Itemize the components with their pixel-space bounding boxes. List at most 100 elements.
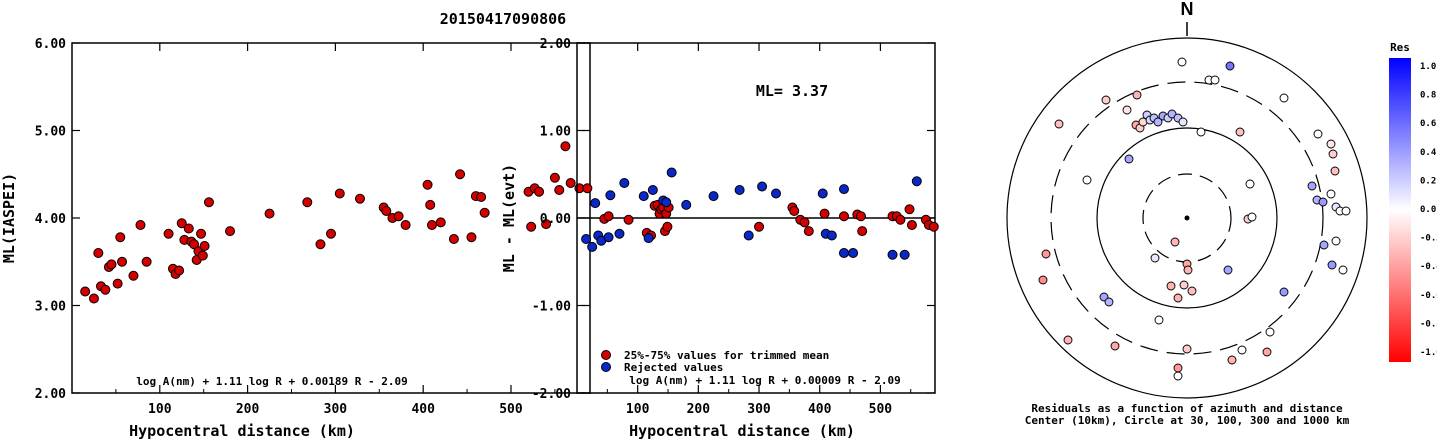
polar-point [1235,127,1245,137]
data-point [400,220,411,230]
x-tick-label: 100 [626,402,650,417]
x-tick-label: 100 [148,402,172,417]
polar-point [1054,119,1064,129]
polar-point [1330,166,1340,176]
data-point [93,248,104,258]
polar-caption-2: Center (10km), Circle at 30, 100, 300 an… [1025,414,1350,427]
data-point [590,198,601,209]
data-point [315,239,326,250]
data-point [799,217,810,228]
polar-point [1183,265,1193,275]
panel-polar: N Residuals as a function of azimuth and… [1006,0,1368,427]
x-tick-label: 300 [324,402,348,417]
colorbar-tick-label: 0.0 [1420,205,1436,215]
polar-point [1307,181,1317,191]
polar-point [1122,105,1132,115]
data-point [448,234,459,244]
polar-point [1177,57,1187,67]
data-point [582,183,593,194]
polar-point [1327,260,1337,270]
y-axis-label-left: ML(IASPEI) [0,173,18,263]
data-point [803,226,814,237]
ring-1000km [1006,37,1368,399]
data-point [326,228,336,239]
data-point [619,178,630,188]
polar-point [1227,355,1237,365]
polar-point [1179,280,1189,290]
legend-label-trimmed: 25%-75% values for trimmed mean [624,349,829,362]
data-point [565,178,576,188]
data-point [455,169,466,180]
data-point [681,199,692,210]
data-point [302,197,313,208]
data-point [174,265,185,276]
data-point [128,270,139,281]
polar-point [1318,197,1328,207]
y-tick-label: 2.00 [35,387,66,402]
polar-point [1173,363,1183,373]
colorbar-gradient [1389,58,1411,362]
data-point [743,230,754,241]
data-point [476,192,487,202]
panel-ml-residual: 100 200 300 400 500 -2.00 -1.00 0.00 1.00 2.00 Hy… [500,37,939,440]
data-point [623,214,634,225]
polar-point [1223,265,1233,275]
polar-point [1170,237,1180,247]
colorbar: Res 1.0 0.8 0.6 0.4 0.2 0.0 -0.2 -0.4 -0.6 -0.8 -1… [1389,41,1437,362]
data-point [479,207,490,218]
data-point [734,185,745,195]
data-point [826,230,837,241]
polar-point [1328,149,1338,159]
formula-middle: log A(nm) + 1.11 log R + 0.00009 R - 2.0… [629,374,901,387]
data-point [757,181,768,192]
polar-point [1331,236,1341,246]
polar-point [1187,286,1197,296]
polar-points [1038,57,1351,381]
polar-point [1210,75,1220,85]
data-point [203,197,214,208]
data-point [647,185,658,195]
data-point [393,211,404,222]
polar-point [1101,95,1111,105]
x-tick-label: 200 [236,402,260,417]
data-points-middle [581,167,939,260]
axis-ticks-left: 100 200 300 400 500 2.00 3.00 4.00 5.00 6.00 [35,37,590,417]
colorbar-tick-label: 0.2 [1420,176,1436,186]
data-points-left [80,141,593,304]
data-point [581,234,592,244]
data-point [141,256,152,267]
y-axis-label-middle: ML - ML(evt) [500,164,518,272]
x-tick-label: 400 [808,402,832,417]
colorbar-tick-label: -0.4 [1420,262,1437,272]
data-point [426,220,437,230]
polar-point [1279,93,1289,103]
polar-point [1166,281,1176,291]
polar-point [1262,347,1272,357]
data-point [928,221,939,232]
polar-point [1319,240,1329,250]
data-point [381,206,392,216]
y-tick-label: 2.00 [540,37,571,52]
data-point [855,211,866,222]
colorbar-tick-label: 1.0 [1420,62,1436,72]
polar-point [1341,206,1351,216]
data-point [425,199,436,210]
data-point [189,239,200,250]
y-tick-label: -1.00 [532,300,571,315]
x-tick-label: 400 [411,402,435,417]
polar-point [1279,287,1289,297]
polar-point [1110,341,1120,351]
ring-300km [1050,81,1324,355]
colorbar-tick-label: 0.8 [1420,91,1436,101]
ml-annotation: ML= 3.37 [756,82,828,100]
y-tick-label: 6.00 [35,37,66,52]
polar-point [1150,253,1160,263]
data-point [614,228,625,239]
data-point [80,286,91,297]
polar-point [1265,327,1275,337]
polar-point [1124,154,1134,164]
polar-caption-1: Residuals as a function of azimuth and d… [1031,402,1343,415]
data-point [163,228,174,239]
data-point [106,259,117,270]
